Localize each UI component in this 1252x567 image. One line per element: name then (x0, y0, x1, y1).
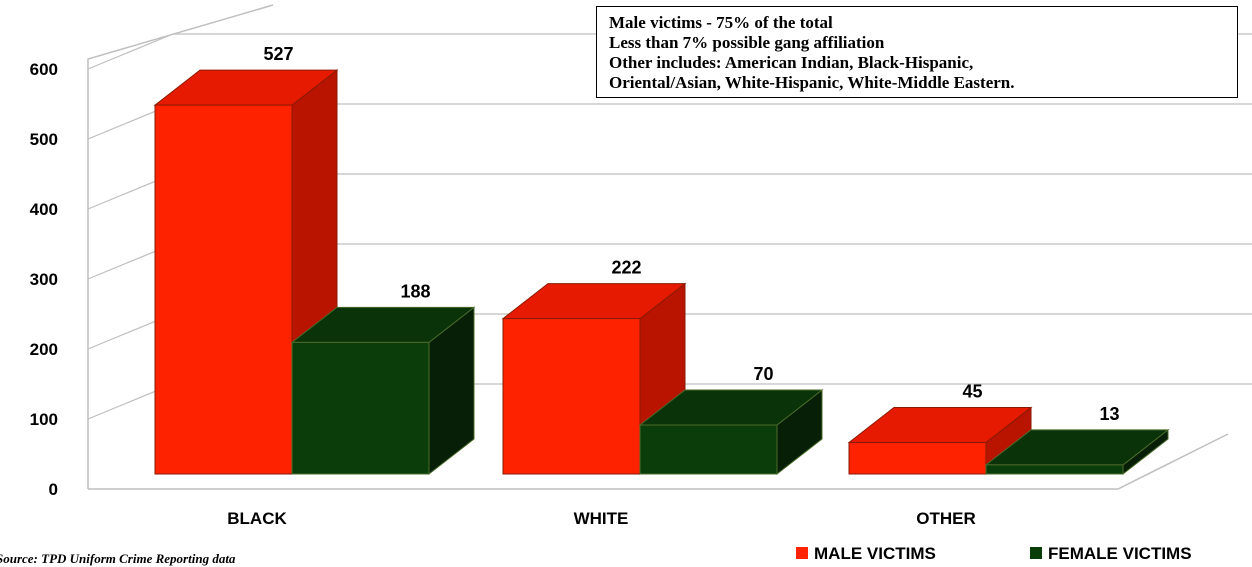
bar-black-female (291, 341, 430, 475)
data-label-black-female: 188 (400, 281, 430, 301)
annotation-line: Male victims - 75% of the total (609, 13, 833, 32)
wall-edge (87, 4, 274, 489)
y-tick-label: 0 (49, 480, 58, 499)
data-label-white-female: 70 (753, 364, 773, 384)
source-note: Source: TPD Uniform Crime Reporting data (0, 551, 236, 566)
data-label-other-male: 45 (962, 382, 982, 402)
annotation-box: Male victims - 75% of the total Less tha… (596, 6, 1238, 98)
annotation-line: Less than 7% possible gang affiliation (609, 33, 885, 52)
legend-male-label: MALE VICTIMS (814, 544, 936, 563)
data-label-other-female: 13 (1099, 404, 1119, 424)
x-category-label: WHITE (574, 509, 629, 528)
bar-other-female (985, 464, 1124, 475)
axis-layer: 0 100 200 300 400 500 600 BLACK WHITE OTHER (30, 4, 1229, 528)
labels-layer: 527 188 222 70 45 13 (263, 44, 1119, 424)
bar-white-male (502, 318, 641, 475)
y-tick-label: 200 (30, 340, 58, 359)
legend-male-swatch (796, 547, 808, 559)
annotation-line: Other includes: American Indian, Black-H… (609, 53, 974, 72)
legend-female-label: FEMALE VICTIMS (1048, 544, 1192, 563)
y-tick-label: 400 (30, 200, 58, 219)
x-category-label: BLACK (227, 509, 287, 528)
bar-black-male (154, 104, 293, 475)
floor-edge (88, 433, 1229, 490)
x-category-label: OTHER (916, 509, 976, 528)
legend: MALE VICTIMS FEMALE VICTIMS (796, 544, 1192, 563)
data-label-black-male: 527 (263, 44, 293, 64)
y-tick-label: 600 (30, 60, 58, 79)
bar-white-female (639, 424, 778, 475)
legend-female-swatch (1030, 547, 1042, 559)
y-tick-label: 300 (30, 270, 58, 289)
annotation-line: Oriental/Asian, White-Hispanic, White-Mi… (609, 73, 1015, 92)
bar-other-male (848, 442, 987, 475)
bars-layer (153, 69, 1170, 476)
data-label-white-male: 222 (611, 258, 641, 278)
y-tick-label: 500 (30, 130, 58, 149)
y-tick-label: 100 (30, 410, 58, 429)
